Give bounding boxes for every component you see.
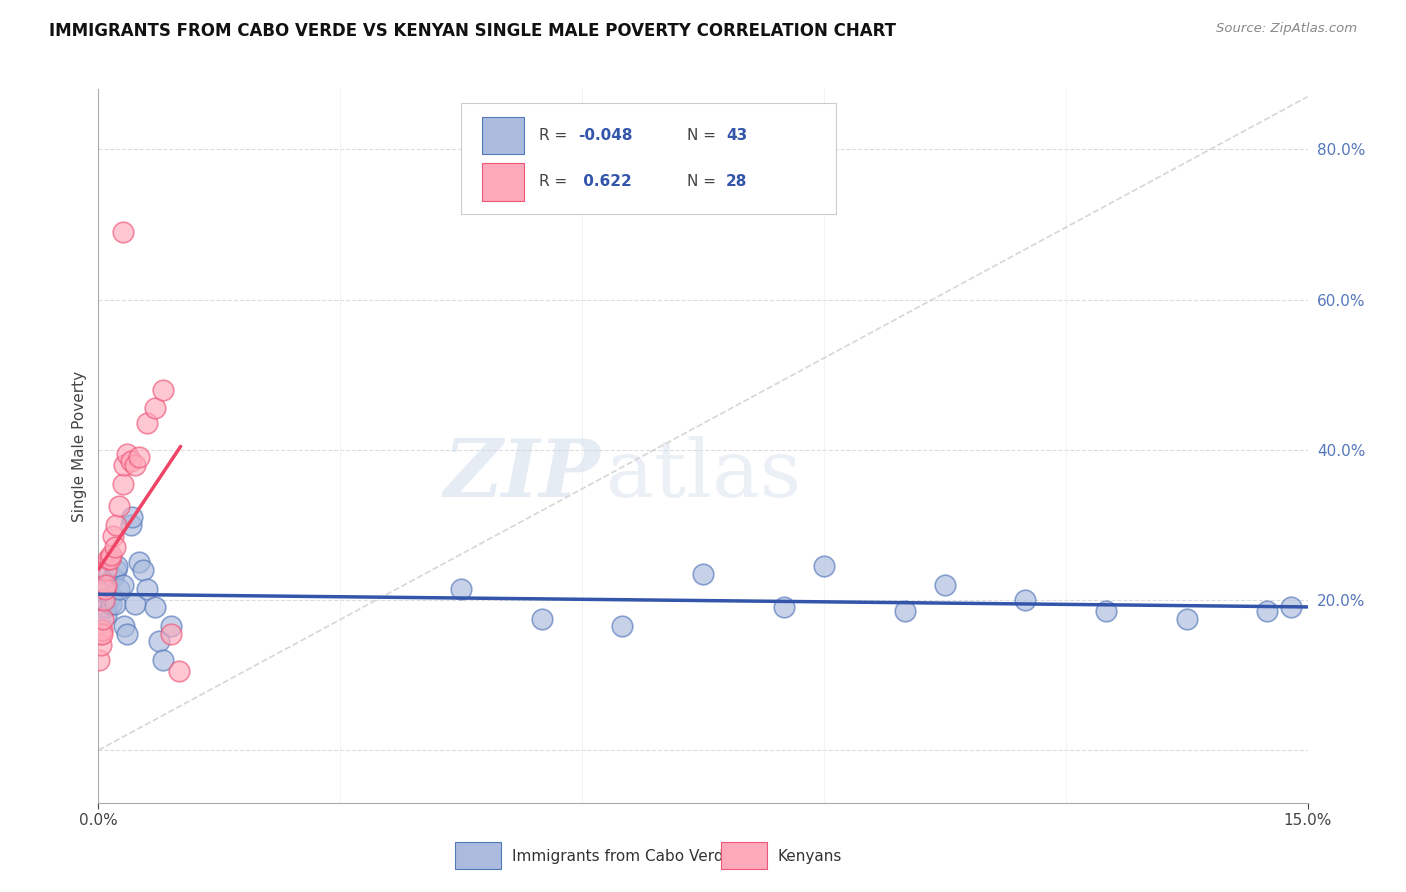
- FancyBboxPatch shape: [721, 842, 768, 869]
- Point: [94, 585, 117, 599]
- Point: [90, 638, 112, 652]
- Point: [120, 454, 142, 468]
- Point: [772, 600, 794, 615]
- Point: [112, 458, 135, 472]
- Point: [1014, 593, 1036, 607]
- Point: [934, 578, 956, 592]
- Point: [97, 578, 120, 592]
- Text: 0.622: 0.622: [578, 175, 633, 189]
- Point: [89, 653, 111, 667]
- Point: [97, 566, 120, 581]
- Point: [1175, 612, 1198, 626]
- FancyBboxPatch shape: [461, 103, 837, 214]
- Point: [128, 556, 150, 570]
- Point: [167, 665, 190, 679]
- Point: [1256, 604, 1278, 618]
- Point: [91, 578, 114, 592]
- Text: N =: N =: [688, 175, 721, 189]
- Text: atlas: atlas: [606, 435, 801, 514]
- Text: Source: ZipAtlas.com: Source: ZipAtlas.com: [1216, 22, 1357, 36]
- Point: [98, 551, 121, 566]
- Point: [89, 615, 111, 630]
- Point: [121, 510, 143, 524]
- Point: [152, 383, 174, 397]
- Point: [111, 476, 134, 491]
- Point: [93, 593, 115, 607]
- Point: [100, 597, 122, 611]
- Point: [148, 634, 170, 648]
- Point: [128, 450, 150, 465]
- Point: [90, 600, 112, 615]
- Text: Kenyans: Kenyans: [778, 849, 842, 863]
- Text: 43: 43: [725, 128, 747, 143]
- Point: [1095, 604, 1118, 618]
- Point: [94, 600, 117, 615]
- Point: [97, 551, 120, 566]
- Point: [105, 559, 128, 574]
- Point: [115, 627, 138, 641]
- Point: [143, 401, 166, 416]
- Point: [124, 597, 146, 611]
- Point: [692, 566, 714, 581]
- Point: [530, 612, 553, 626]
- Text: ZIP: ZIP: [443, 436, 600, 513]
- Point: [91, 627, 114, 641]
- Point: [100, 589, 122, 603]
- Text: Immigrants from Cabo Verde: Immigrants from Cabo Verde: [512, 849, 733, 863]
- Point: [135, 582, 157, 596]
- Point: [105, 563, 128, 577]
- Point: [96, 607, 118, 622]
- Point: [115, 446, 138, 460]
- Point: [120, 517, 142, 532]
- Point: [124, 458, 146, 472]
- Point: [160, 619, 183, 633]
- Point: [612, 619, 634, 633]
- Point: [135, 417, 157, 431]
- Point: [94, 582, 117, 596]
- FancyBboxPatch shape: [456, 842, 501, 869]
- Text: N =: N =: [688, 128, 721, 143]
- Text: R =: R =: [538, 175, 572, 189]
- Point: [111, 225, 134, 239]
- Point: [107, 499, 129, 513]
- Point: [152, 653, 174, 667]
- Point: [100, 548, 122, 562]
- Point: [111, 578, 134, 592]
- Text: 28: 28: [725, 175, 748, 189]
- Point: [107, 582, 129, 596]
- Point: [143, 600, 166, 615]
- Point: [91, 612, 114, 626]
- Point: [160, 627, 183, 641]
- Point: [101, 570, 124, 584]
- Point: [103, 541, 125, 555]
- Point: [96, 578, 118, 592]
- Text: R =: R =: [538, 128, 572, 143]
- Text: IMMIGRANTS FROM CABO VERDE VS KENYAN SINGLE MALE POVERTY CORRELATION CHART: IMMIGRANTS FROM CABO VERDE VS KENYAN SIN…: [49, 22, 896, 40]
- Y-axis label: Single Male Poverty: Single Male Poverty: [72, 370, 87, 522]
- Point: [893, 604, 915, 618]
- Point: [813, 559, 835, 574]
- Point: [1281, 600, 1303, 615]
- Point: [112, 619, 135, 633]
- Point: [450, 582, 472, 596]
- Point: [89, 627, 111, 641]
- FancyBboxPatch shape: [482, 117, 524, 154]
- FancyBboxPatch shape: [482, 163, 524, 201]
- Text: -0.048: -0.048: [578, 128, 633, 143]
- Point: [103, 597, 125, 611]
- Point: [105, 517, 128, 532]
- Point: [93, 593, 115, 607]
- Point: [94, 563, 117, 577]
- Point: [91, 593, 114, 607]
- Point: [101, 529, 124, 543]
- Point: [132, 563, 155, 577]
- Point: [90, 623, 112, 637]
